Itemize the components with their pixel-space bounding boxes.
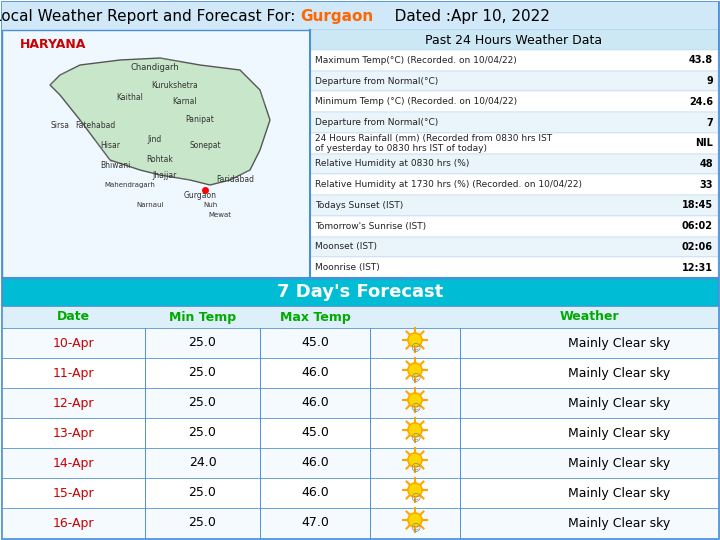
Text: Jhajjar: Jhajjar [153, 171, 177, 179]
Circle shape [408, 483, 422, 497]
Text: ☺: ☺ [410, 402, 420, 412]
Text: 14-Apr: 14-Apr [53, 456, 94, 469]
Text: Nuh: Nuh [203, 202, 217, 208]
Text: Rohtak: Rohtak [147, 156, 174, 165]
Text: Faridabad: Faridabad [216, 176, 254, 185]
FancyBboxPatch shape [2, 508, 718, 538]
Circle shape [408, 513, 422, 527]
Text: Fatehabad: Fatehabad [75, 120, 115, 130]
Text: Gurgaon: Gurgaon [184, 191, 217, 199]
Text: Dated :Apr 10, 2022: Dated :Apr 10, 2022 [380, 9, 550, 24]
Text: 45.0: 45.0 [301, 336, 329, 349]
Text: 12-Apr: 12-Apr [53, 396, 94, 409]
Text: Sirsa: Sirsa [50, 120, 70, 130]
Text: Todays Sunset (IST): Todays Sunset (IST) [315, 201, 403, 210]
Text: Kurukshetra: Kurukshetra [152, 80, 199, 90]
Text: Moonset (IST): Moonset (IST) [315, 242, 377, 252]
FancyBboxPatch shape [2, 388, 718, 418]
Text: 46.0: 46.0 [301, 456, 329, 469]
Text: 48: 48 [699, 159, 713, 169]
Text: Past 24 Hours Weather Data: Past 24 Hours Weather Data [426, 33, 603, 46]
Text: Narnaul: Narnaul [136, 202, 163, 208]
FancyBboxPatch shape [2, 448, 718, 478]
Text: Sonepat: Sonepat [189, 140, 221, 150]
Text: ☺: ☺ [410, 432, 420, 442]
Circle shape [408, 453, 422, 467]
FancyBboxPatch shape [2, 418, 718, 448]
Circle shape [408, 423, 422, 437]
Text: Gurgaon: Gurgaon [300, 9, 373, 24]
Text: Minimum Temp (°C) (Recorded. on 10/04/22): Minimum Temp (°C) (Recorded. on 10/04/22… [315, 97, 517, 106]
Text: Kaithal: Kaithal [117, 93, 143, 103]
Text: 43.8: 43.8 [689, 56, 713, 65]
Text: 16-Apr: 16-Apr [53, 516, 94, 530]
Text: 46.0: 46.0 [301, 487, 329, 500]
Text: Mainly Clear sky: Mainly Clear sky [568, 336, 670, 349]
FancyBboxPatch shape [310, 154, 718, 174]
FancyBboxPatch shape [310, 30, 718, 278]
FancyBboxPatch shape [310, 50, 718, 71]
Text: Departure from Normal(°C): Departure from Normal(°C) [315, 77, 438, 86]
FancyBboxPatch shape [310, 30, 718, 50]
Text: Maximum Temp(°C) (Recorded. on 10/04/22): Maximum Temp(°C) (Recorded. on 10/04/22) [315, 56, 517, 65]
Text: 25.0: 25.0 [189, 336, 217, 349]
Text: Mainly Clear sky: Mainly Clear sky [568, 367, 670, 380]
FancyBboxPatch shape [310, 112, 718, 133]
FancyBboxPatch shape [2, 478, 718, 508]
Text: 02:06: 02:06 [682, 242, 713, 252]
FancyBboxPatch shape [310, 133, 718, 154]
FancyBboxPatch shape [310, 195, 718, 216]
Text: Mewat: Mewat [209, 212, 232, 218]
Text: ☺: ☺ [410, 342, 420, 352]
FancyBboxPatch shape [310, 216, 718, 237]
Circle shape [408, 393, 422, 407]
Text: Min Temp: Min Temp [169, 310, 236, 323]
Text: Mainly Clear sky: Mainly Clear sky [568, 396, 670, 409]
Text: Moonrise (IST): Moonrise (IST) [315, 263, 379, 272]
FancyBboxPatch shape [310, 257, 718, 278]
FancyBboxPatch shape [2, 278, 718, 306]
Text: Tomorrow's Sunrise (IST): Tomorrow's Sunrise (IST) [315, 222, 426, 231]
Text: Mainly Clear sky: Mainly Clear sky [568, 456, 670, 469]
Text: Hisar: Hisar [100, 140, 120, 150]
FancyBboxPatch shape [2, 2, 718, 30]
Text: 24.6: 24.6 [689, 97, 713, 107]
Text: 06:02: 06:02 [682, 221, 713, 231]
Text: 7 Day's Forecast: 7 Day's Forecast [277, 283, 443, 301]
Text: Mainly Clear sky: Mainly Clear sky [568, 487, 670, 500]
Text: 25.0: 25.0 [189, 516, 217, 530]
Text: HARYANA: HARYANA [20, 38, 86, 51]
Text: Bhiwani: Bhiwani [100, 160, 130, 170]
Text: Mainly Clear sky: Mainly Clear sky [568, 516, 670, 530]
Text: Jind: Jind [148, 136, 162, 145]
Text: 33: 33 [700, 180, 713, 190]
Circle shape [408, 333, 422, 347]
Text: 24.0: 24.0 [189, 456, 217, 469]
Text: 46.0: 46.0 [301, 396, 329, 409]
Text: 7: 7 [706, 118, 713, 127]
Text: 24 Hours Rainfall (mm) (Recorded from 0830 hrs IST
of yesterday to 0830 hrs IST : 24 Hours Rainfall (mm) (Recorded from 08… [315, 133, 552, 153]
Text: 18:45: 18:45 [682, 200, 713, 211]
FancyBboxPatch shape [310, 71, 718, 91]
Text: 15-Apr: 15-Apr [53, 487, 94, 500]
FancyBboxPatch shape [2, 306, 718, 328]
FancyBboxPatch shape [2, 358, 718, 388]
FancyBboxPatch shape [310, 174, 718, 195]
Text: Mahendragarh: Mahendragarh [104, 182, 156, 188]
Text: 12:31: 12:31 [682, 262, 713, 273]
Text: 45.0: 45.0 [301, 427, 329, 440]
Text: Karnal: Karnal [173, 98, 197, 106]
Text: Date: Date [57, 310, 90, 323]
FancyBboxPatch shape [2, 30, 310, 278]
Text: 11-Apr: 11-Apr [53, 367, 94, 380]
Text: Relative Humidity at 0830 hrs (%): Relative Humidity at 0830 hrs (%) [315, 159, 469, 168]
Text: Panipat: Panipat [186, 116, 215, 125]
Text: ☺: ☺ [410, 492, 420, 502]
Text: ☺: ☺ [410, 372, 420, 382]
Text: Mainly Clear sky: Mainly Clear sky [568, 427, 670, 440]
Text: ☺: ☺ [410, 462, 420, 472]
Text: Max Temp: Max Temp [279, 310, 351, 323]
Text: 13-Apr: 13-Apr [53, 427, 94, 440]
Text: 46.0: 46.0 [301, 367, 329, 380]
